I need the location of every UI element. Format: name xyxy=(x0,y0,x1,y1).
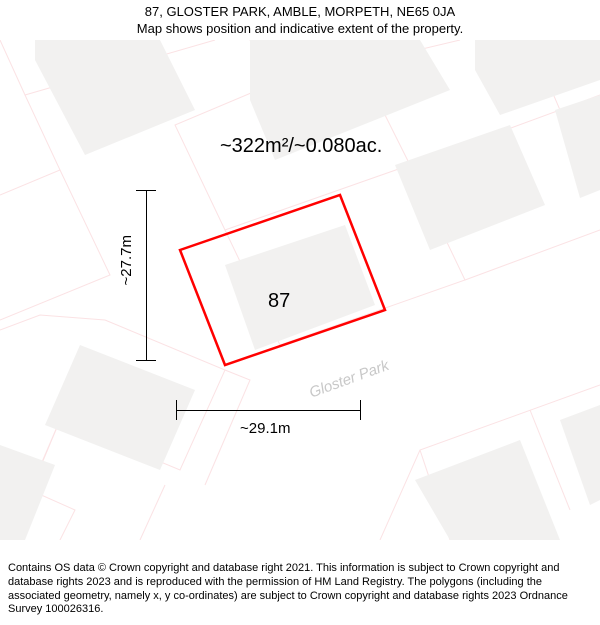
subtitle-line: Map shows position and indicative extent… xyxy=(8,21,592,38)
height-dimension-bar xyxy=(146,190,147,360)
map-canvas: ~322m²/~0.080ac. 87 Gloster Park ~29.1m … xyxy=(0,40,600,540)
map-svg xyxy=(0,40,600,540)
plot-number-label: 87 xyxy=(268,290,290,313)
header: 87, GLOSTER PARK, AMBLE, MORPETH, NE65 0… xyxy=(0,0,600,40)
width-dimension-bar xyxy=(176,410,360,411)
height-dimension-tick-top xyxy=(136,190,156,191)
area-label: ~322m²/~0.080ac. xyxy=(220,135,382,158)
width-dimension-label: ~29.1m xyxy=(240,420,290,437)
address-line: 87, GLOSTER PARK, AMBLE, MORPETH, NE65 0… xyxy=(8,4,592,21)
width-dimension-tick-left xyxy=(176,400,177,420)
copyright-footer: Contains OS data © Crown copyright and d… xyxy=(0,556,600,625)
height-dimension-tick-bottom xyxy=(136,360,156,361)
height-dimension-label: ~27.7m xyxy=(118,235,135,285)
width-dimension-tick-right xyxy=(360,400,361,420)
